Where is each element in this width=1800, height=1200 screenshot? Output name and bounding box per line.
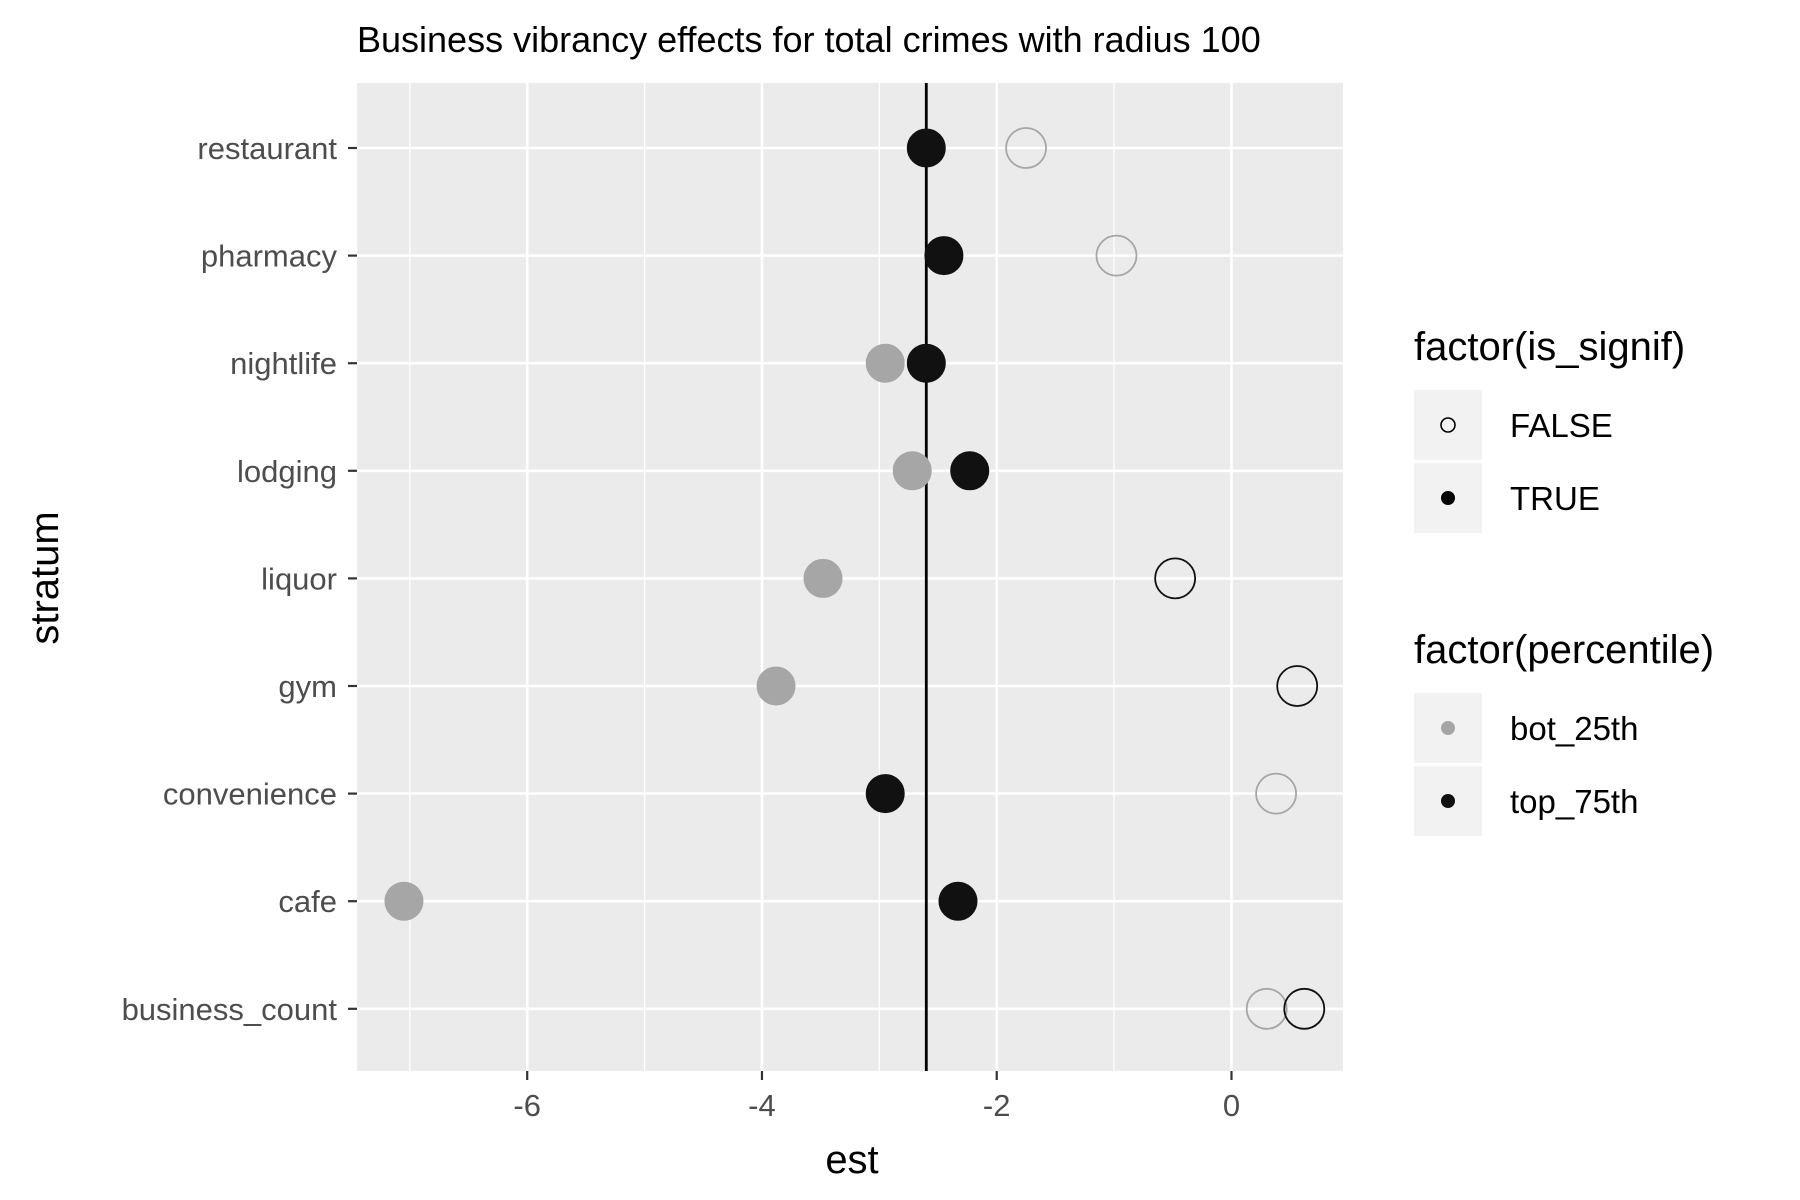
chart-title: Business vibrancy effects for total crim… bbox=[357, 19, 1261, 60]
legend-filled-circle-icon bbox=[1441, 794, 1455, 808]
axis-layer: -6 -4 -2 0 restaurant pharmacy nightlife lodgin… bbox=[122, 131, 1241, 1123]
x-axis-title: est bbox=[825, 1138, 878, 1182]
point-bot_25th-business_count bbox=[1245, 987, 1288, 1030]
legend-label: top_75th bbox=[1510, 783, 1638, 820]
point-top_75th-lodging bbox=[950, 451, 990, 491]
point-bot_25th-nightlife bbox=[865, 343, 905, 383]
legend-label: FALSE bbox=[1510, 407, 1613, 444]
legend-title: factor(percentile) bbox=[1414, 628, 1714, 672]
x-tick-label: -6 bbox=[513, 1088, 541, 1123]
y-tick-label: nightlife bbox=[230, 346, 337, 381]
legend-filled-circle-icon bbox=[1441, 721, 1455, 735]
point-top_75th-nightlife bbox=[906, 343, 946, 383]
legend-open-circle-icon bbox=[1440, 417, 1456, 433]
y-axis-title: stratum bbox=[23, 511, 67, 644]
point-bot_25th-pharmacy bbox=[1095, 234, 1138, 277]
legend-key bbox=[1414, 390, 1482, 460]
y-tick-label: lodging bbox=[237, 454, 337, 489]
point-bot_25th-cafe bbox=[384, 881, 424, 921]
x-tick-label: -4 bbox=[748, 1088, 776, 1123]
y-tick-label: convenience bbox=[163, 777, 337, 812]
x-tick-label: 0 bbox=[1223, 1088, 1240, 1123]
points-layer bbox=[384, 127, 1326, 1030]
y-tick-label: liquor bbox=[261, 561, 337, 596]
point-top_75th-cafe bbox=[938, 881, 978, 921]
grid-layer bbox=[357, 83, 1343, 1071]
legend-title: factor(is_signif) bbox=[1414, 325, 1685, 369]
point-top_75th-restaurant bbox=[906, 128, 946, 168]
x-tick-label: -2 bbox=[983, 1088, 1011, 1123]
point-top_75th-liquor bbox=[1154, 557, 1197, 600]
y-tick-label: pharmacy bbox=[201, 239, 338, 274]
y-tick-label: business_count bbox=[122, 992, 338, 1027]
legend-filled-circle-icon bbox=[1441, 491, 1455, 505]
point-bot_25th-restaurant bbox=[1005, 127, 1047, 169]
point-bot_25th-gym bbox=[756, 666, 796, 706]
legend-label: bot_25th bbox=[1510, 710, 1638, 747]
y-tick-label: restaurant bbox=[197, 131, 337, 166]
legend: factor(is_signif) FALSE TRUE factor(percent… bbox=[1414, 325, 1714, 836]
y-tick-label: gym bbox=[278, 669, 337, 704]
point-bot_25th-convenience bbox=[1255, 772, 1297, 815]
point-top_75th-gym bbox=[1276, 665, 1319, 707]
plot-panel bbox=[357, 83, 1343, 1071]
legend-label: TRUE bbox=[1510, 480, 1600, 517]
point-top_75th-pharmacy bbox=[924, 236, 964, 276]
y-tick-label: cafe bbox=[278, 884, 337, 919]
point-bot_25th-lodging bbox=[892, 451, 932, 491]
point-top_75th-convenience bbox=[865, 774, 905, 814]
point-top_75th-business_count bbox=[1283, 987, 1326, 1030]
point-bot_25th-liquor bbox=[803, 558, 843, 598]
